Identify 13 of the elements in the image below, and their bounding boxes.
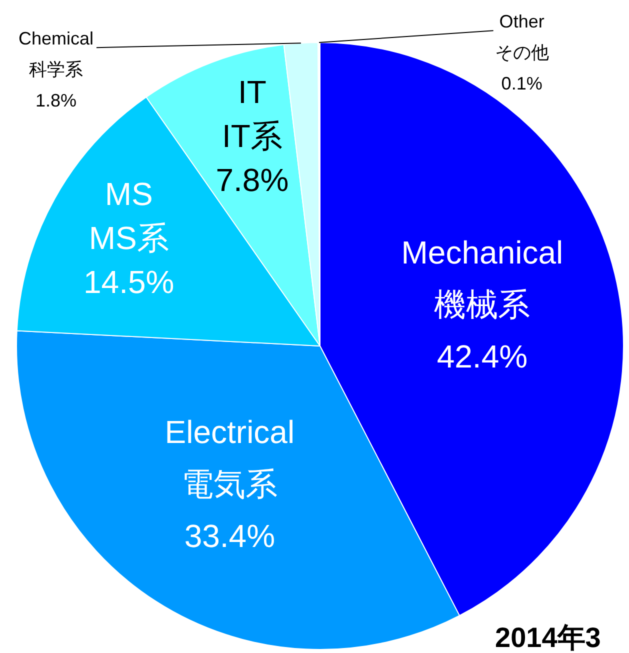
data-label: 0.1% [501,73,542,94]
data-label: 14.5% [83,264,174,300]
data-label: 1.8% [35,90,76,110]
slice-label: Chemical 科学系 [18,28,94,80]
text: 2014年3 [495,622,601,653]
slice-label: MS MS系 [88,176,169,256]
slice-label: IT IT系 [222,74,282,154]
slice-label: Mechanical 機械系 [401,234,564,322]
slice-label: Electrical 電気系 [164,414,295,502]
data-label: 42.4% [436,338,528,374]
data-label: 7.8% [216,162,289,198]
slice-label: Other その他 [494,11,549,62]
data-label: 33.4% [184,518,276,554]
